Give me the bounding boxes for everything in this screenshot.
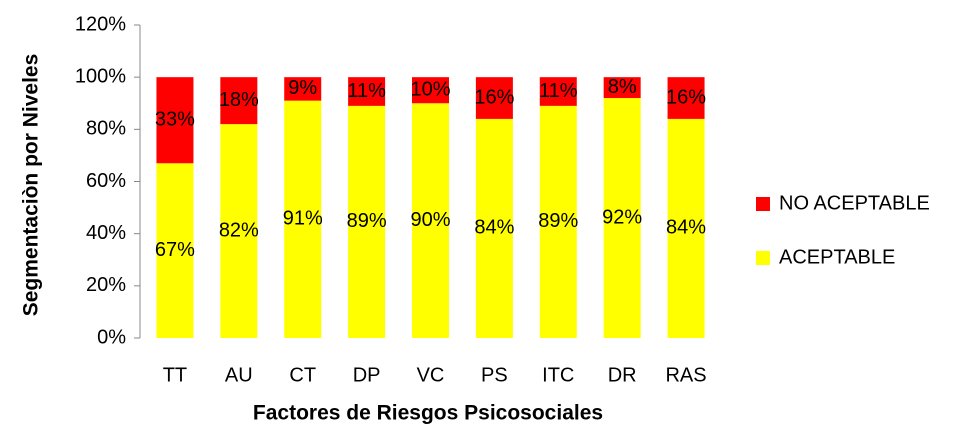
data-label: 90% bbox=[410, 209, 450, 231]
data-label: 8% bbox=[608, 76, 637, 98]
legend-label: ACEPTABLE bbox=[779, 246, 895, 268]
data-label: 84% bbox=[474, 217, 514, 239]
data-label: 89% bbox=[347, 210, 387, 232]
data-label: 33% bbox=[155, 108, 195, 130]
bar-segment bbox=[539, 105, 577, 338]
data-label: 82% bbox=[219, 219, 259, 241]
x-tick-label: TT bbox=[163, 364, 187, 386]
data-label: 91% bbox=[283, 208, 323, 230]
bar-segment bbox=[475, 118, 513, 339]
data-label: 18% bbox=[219, 89, 259, 111]
data-label: 16% bbox=[666, 86, 706, 108]
bar-segment bbox=[475, 77, 513, 119]
bar-segment bbox=[412, 77, 449, 104]
x-tick-label: AU bbox=[225, 364, 253, 386]
y-tick-label: 80% bbox=[86, 118, 126, 140]
data-label: 11% bbox=[347, 80, 386, 102]
x-tick-label: DP bbox=[353, 364, 381, 386]
y-tick-label: 40% bbox=[86, 222, 126, 244]
data-label: 16% bbox=[474, 86, 514, 108]
data-label: 10% bbox=[410, 78, 450, 100]
bar-segment bbox=[220, 124, 258, 338]
data-label: 89% bbox=[538, 210, 578, 232]
bar-segment bbox=[603, 77, 641, 99]
bar-segment bbox=[539, 77, 577, 106]
x-tick-label: PS bbox=[481, 364, 508, 386]
bar-segment bbox=[348, 105, 386, 338]
x-tick-label: ITC bbox=[542, 364, 574, 386]
x-tick-label: RAS bbox=[665, 364, 706, 386]
legend-swatch bbox=[756, 251, 770, 265]
bar-segment bbox=[156, 77, 194, 164]
y-tick-label: 60% bbox=[86, 170, 126, 192]
legend-swatch bbox=[756, 197, 770, 211]
y-tick-label: 20% bbox=[86, 274, 126, 296]
y-tick-label: 120% bbox=[75, 13, 126, 35]
bar-segment bbox=[284, 77, 322, 101]
data-label: 92% bbox=[602, 206, 642, 228]
data-label: 84% bbox=[666, 217, 706, 239]
bar-segment bbox=[412, 103, 449, 338]
x-tick-label: CT bbox=[289, 364, 316, 386]
bar-segment bbox=[348, 77, 386, 106]
x-axis-title: Factores de Riesgos Psicosociales bbox=[253, 402, 603, 425]
legend-label: NO ACEPTABLE bbox=[779, 192, 930, 214]
x-tick-label: DR bbox=[608, 364, 637, 386]
bar-segment bbox=[667, 118, 705, 339]
y-tick-label: 0% bbox=[97, 326, 126, 348]
bar-segment bbox=[220, 77, 258, 125]
y-axis-title: Segmentaciòn por Niveles bbox=[20, 54, 43, 317]
bar-segment bbox=[603, 98, 641, 339]
bar-segment bbox=[156, 163, 194, 338]
data-label: 9% bbox=[288, 77, 317, 99]
bar-segment bbox=[667, 77, 705, 119]
data-label: 67% bbox=[155, 239, 195, 261]
bar-segment bbox=[284, 100, 322, 339]
x-tick-label: VC bbox=[417, 364, 445, 386]
data-label: 11% bbox=[539, 80, 578, 102]
y-tick-label: 100% bbox=[75, 65, 126, 87]
